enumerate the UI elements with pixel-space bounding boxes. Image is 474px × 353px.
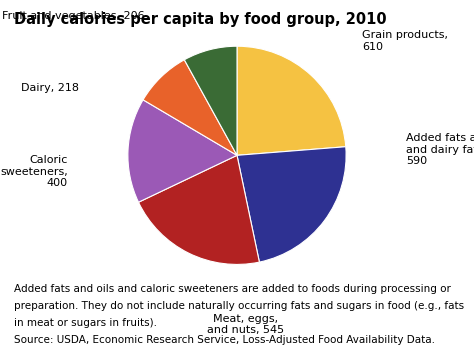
Text: Source: USDA, Economic Research Service, Loss-Adjusted Food Availability Data.: Source: USDA, Economic Research Service,… (14, 335, 435, 345)
Wedge shape (237, 147, 346, 262)
Text: Grain products,
610: Grain products, 610 (363, 30, 448, 52)
Wedge shape (143, 60, 237, 155)
Wedge shape (128, 100, 237, 202)
Text: preparation. They do not include naturally occurring fats and sugars in food (e.: preparation. They do not include natural… (14, 301, 465, 311)
Text: Meat, eggs,
and nuts, 545: Meat, eggs, and nuts, 545 (207, 313, 284, 335)
Wedge shape (184, 46, 237, 155)
Text: Fruit and vegetables, 206: Fruit and vegetables, 206 (1, 11, 144, 21)
Text: Added fats and oils
and dairy fats,
590: Added fats and oils and dairy fats, 590 (406, 133, 474, 167)
Wedge shape (138, 155, 259, 264)
Text: in meat or sugars in fruits).: in meat or sugars in fruits). (14, 318, 157, 328)
Text: Daily calories per capita by food group, 2010: Daily calories per capita by food group,… (14, 12, 387, 27)
Text: Dairy, 218: Dairy, 218 (21, 83, 79, 93)
Text: Added fats and oils and caloric sweeteners are added to foods during processing : Added fats and oils and caloric sweetene… (14, 284, 451, 294)
Text: Caloric
sweeteners,
400: Caloric sweeteners, 400 (0, 155, 68, 188)
Wedge shape (237, 46, 346, 155)
